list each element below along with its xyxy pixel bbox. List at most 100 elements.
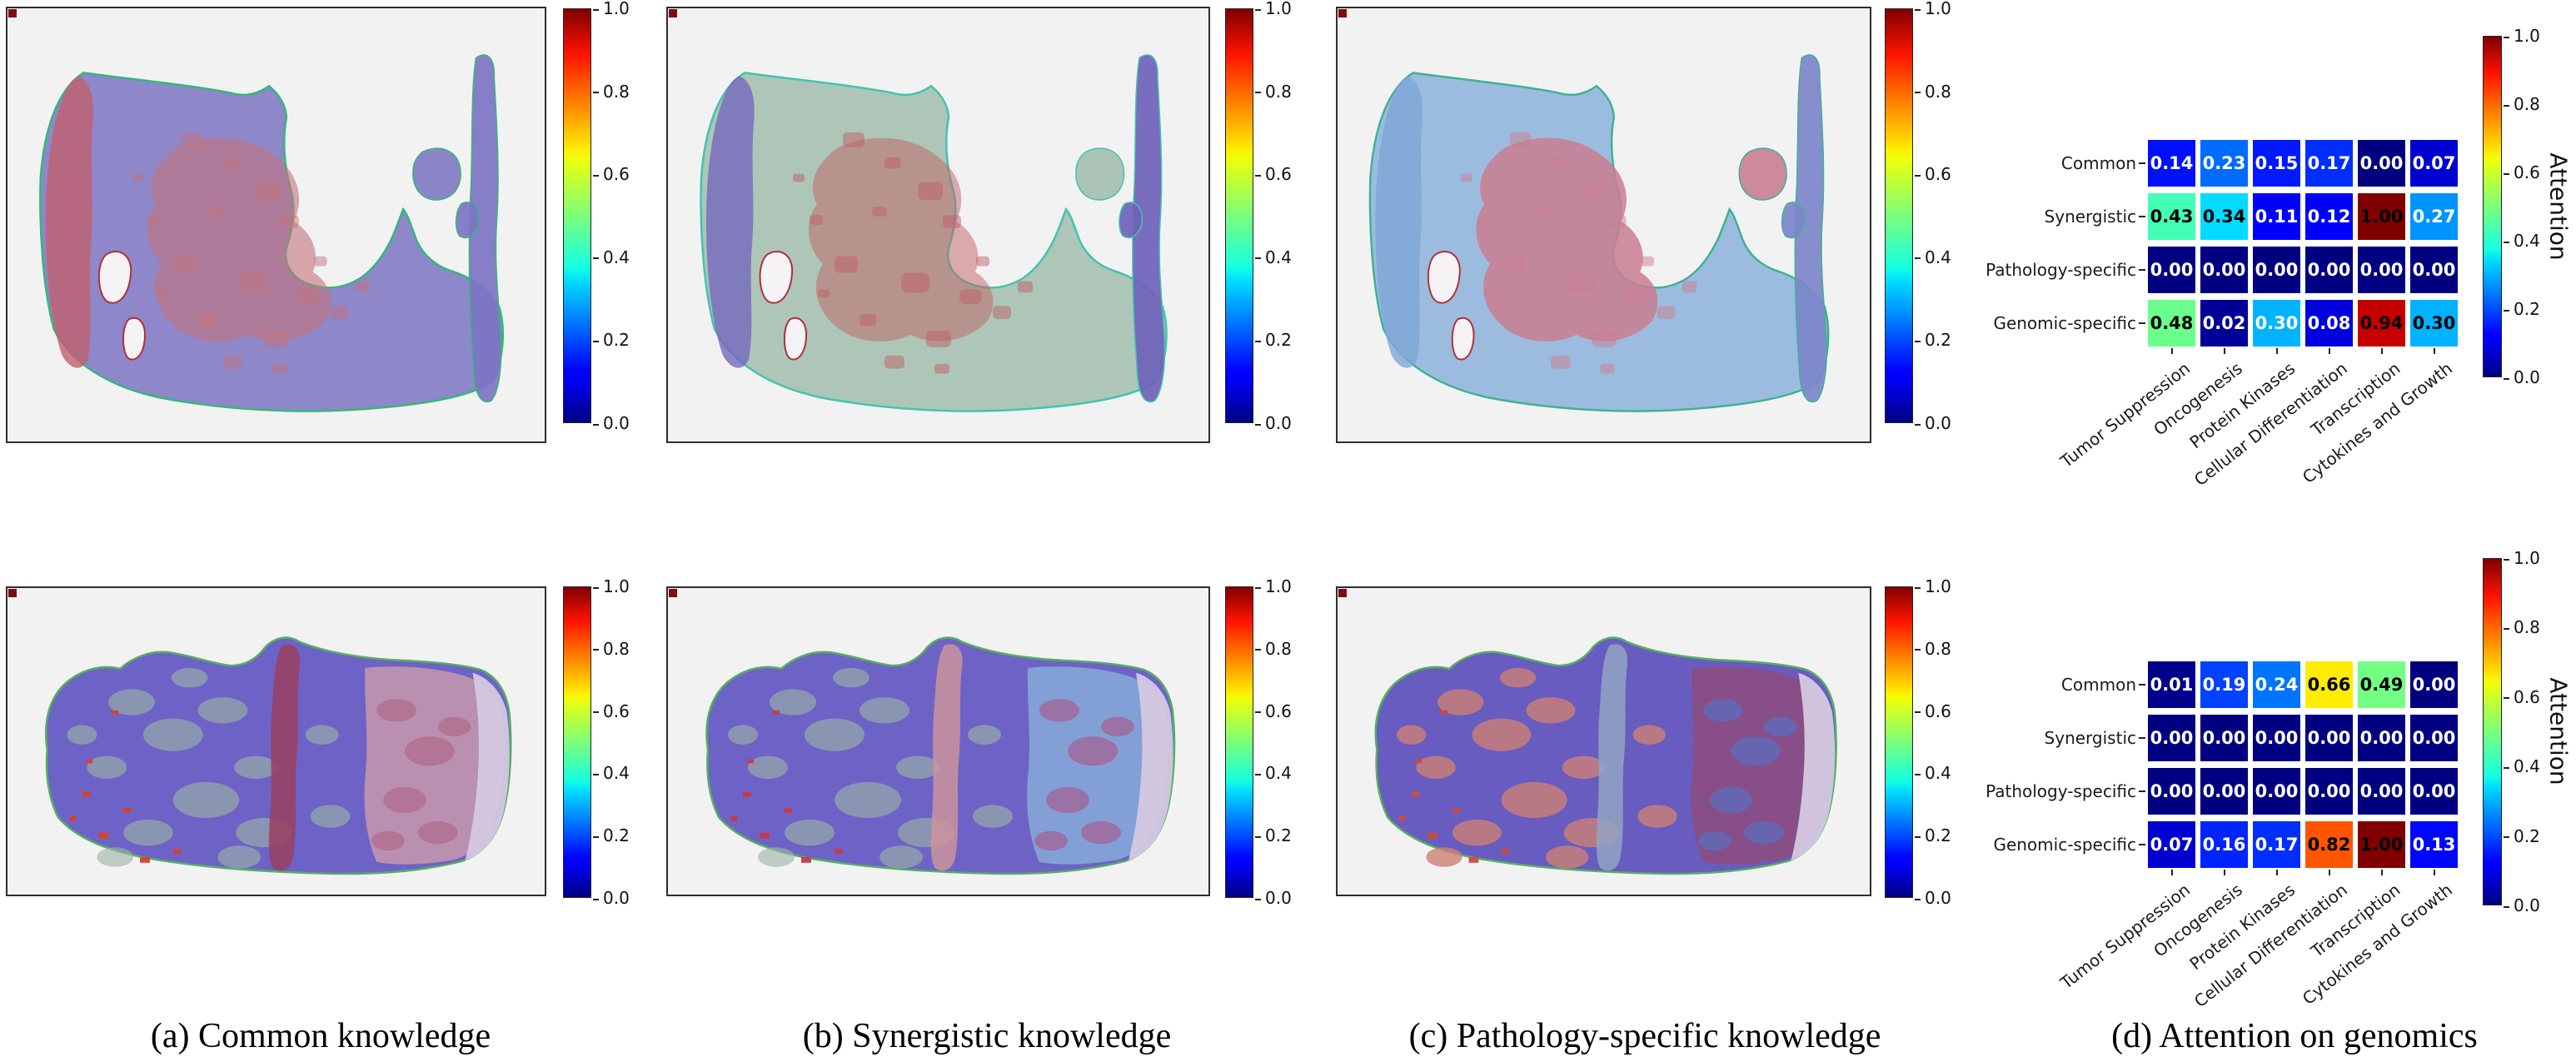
heatmap-cell: 0.49 (2358, 661, 2405, 708)
heatmap-col-tick (2328, 870, 2330, 875)
attention-heatmap-top: 0.14 0.23 0.15 0.17 0.00 0.07 0.43 0.34 0.11 0.12… (1986, 140, 2458, 490)
heatmap-cell: 0.00 (2253, 247, 2300, 293)
colorbar-tick-label: 0.4 (2504, 231, 2540, 251)
tissue-artifact-dot (8, 9, 17, 17)
heatmap-grid: 0.14 0.23 0.15 0.17 0.00 0.07 0.43 0.34 0.11 0.12… (2148, 140, 2458, 347)
heatmap-cell: 0.30 (2253, 300, 2300, 347)
caption-b: (b) Synergistic knowledge (802, 1017, 1172, 1055)
heatmap-cell: 0.17 (2305, 140, 2353, 187)
colorbar-gradient (1885, 8, 1913, 423)
heatmap-cell: 0.00 (2200, 247, 2248, 293)
heatmap-cell: 0.12 (2305, 193, 2353, 240)
heatmap-cell: 0.23 (2200, 140, 2248, 187)
colorbar-tick-label: 1.0 (1255, 0, 1292, 18)
colorbar-tick-label: 0.2 (1255, 825, 1292, 845)
heatmap-col-tick (2275, 348, 2278, 354)
colorbar-tick-label: 0.8 (1915, 82, 1951, 102)
heatmap-col-tick (2328, 348, 2330, 354)
colorbar-tick-label: 0.8 (1255, 82, 1292, 102)
heatmap-cell: 0.14 (2148, 140, 2195, 187)
heatmap-cell: 0.11 (2253, 193, 2300, 240)
colorbar-gradient (2483, 558, 2502, 905)
wsi-panel-pathology-bottom (1336, 586, 1871, 896)
heatmap-cell: 0.00 (2200, 768, 2248, 815)
wsi-tissue-image (39, 54, 505, 412)
colorbar-tick-label: 0.6 (593, 701, 630, 721)
heatmap-cell: 0.15 (2253, 140, 2300, 187)
heatmap-cell: 0.00 (2358, 715, 2405, 761)
heatmap-cell: 0.13 (2410, 821, 2458, 868)
heatmap-cell: 0.30 (2410, 300, 2458, 347)
caption-c: (c) Pathology-specific knowledge (1408, 1017, 1881, 1055)
heatmap-row-label: Common (2060, 153, 2136, 173)
heatmap-cell: 0.27 (2410, 193, 2458, 240)
heatmap-cell: 0.08 (2305, 300, 2353, 347)
heatmap-cell: 0.17 (2253, 821, 2300, 868)
attention-axis-label-top: Attention (2544, 152, 2573, 261)
wsi-panel-common-top (6, 7, 546, 443)
heatmap-cell: 0.00 (2148, 768, 2195, 815)
heatmap-row-label: Pathology-specific (1986, 781, 2136, 801)
heatmap-row-tick (2139, 684, 2145, 686)
caption-a: (a) Common knowledge (150, 1017, 491, 1055)
wsi-tissue-image (705, 636, 1176, 875)
heatmap-cell: 0.00 (2410, 715, 2458, 761)
colorbar-synergistic-bottom: 1.0 0.8 0.6 0.4 0.2 0.0 (1225, 576, 1325, 908)
colorbar-gradient (563, 8, 591, 423)
colorbar-tick-label: 0.2 (2504, 299, 2540, 319)
heatmap-cell: 0.43 (2148, 193, 2195, 240)
heatmap-row-tick (2139, 216, 2145, 217)
tissue-artifact-dot (1338, 589, 1347, 597)
heatmap-row-label: Genomic-specific (1993, 313, 2136, 333)
colorbar-tick-label: 0.8 (593, 82, 630, 102)
wsi-panel-common-bottom (6, 586, 546, 896)
wsi-tissue-image (1374, 636, 1837, 875)
wsi-tissue-image (700, 54, 1168, 412)
heatmap-cell: 0.00 (2358, 247, 2405, 293)
heatmap-cell: 0.94 (2358, 300, 2405, 347)
colorbar-tick-label: 0.8 (593, 639, 630, 659)
heatmap-row-label: Synergistic (2044, 728, 2136, 748)
colorbar-tick-label: 1.0 (1915, 576, 1951, 596)
tissue-artifact-dot (1338, 9, 1347, 17)
heatmap-cell: 0.48 (2148, 300, 2195, 347)
wsi-tissue-image (44, 636, 512, 875)
heatmap-col-tick (2223, 348, 2225, 354)
heatmap-col-tick (2223, 870, 2225, 875)
colorbar-tick-label: 0.4 (1915, 247, 1951, 267)
heatmap-cell: 0.66 (2305, 661, 2353, 708)
heatmap-row-tick (2139, 322, 2145, 324)
colorbar-tick-label: 0.4 (1915, 763, 1951, 783)
colorbar-tick-label: 0.0 (2504, 895, 2540, 915)
heatmap-cell: 0.02 (2200, 300, 2248, 347)
heatmap-cell: 0.16 (2200, 821, 2248, 868)
heatmap-col-tick (2170, 870, 2173, 875)
heatmap-col-tick (2380, 870, 2383, 875)
heatmap-row-tick (2139, 162, 2145, 164)
colorbar-tick-label: 0.0 (593, 413, 630, 433)
heatmap-cell: 0.00 (2410, 768, 2458, 815)
heatmap-cell: 0.01 (2148, 661, 2195, 708)
heatmap-cell: 0.24 (2253, 661, 2300, 708)
heatmap-row-tick (2139, 790, 2145, 792)
colorbar-tick-label: 1.0 (1255, 576, 1292, 596)
heatmap-cell: 0.00 (2358, 768, 2405, 815)
colorbar-tick-label: 0.6 (593, 164, 630, 184)
colorbar-gradient (1225, 586, 1253, 898)
heatmap-row-label: Genomic-specific (1993, 835, 2136, 855)
colorbar-tick-label: 0.8 (1915, 639, 1951, 659)
heatmap-col-tick (2433, 870, 2435, 875)
heatmap-col-tick (2275, 870, 2278, 875)
colorbar-tick-label: 0.6 (1255, 701, 1292, 721)
colorbar-tick-label: 1.0 (2504, 26, 2540, 46)
colorbar-gradient (1885, 586, 1913, 898)
attention-heatmap-bottom: 0.01 0.19 0.24 0.66 0.49 0.00 0.00 0.00 0.00 0.00… (1986, 661, 2458, 1011)
colorbar-tick-label: 0.6 (1915, 164, 1951, 184)
heatmap-row-tick (2139, 844, 2145, 845)
colorbar-tick-label: 0.4 (1255, 763, 1292, 783)
colorbar-tick-label: 0.8 (1255, 639, 1292, 659)
colorbar-tick-label: 0.4 (2504, 756, 2540, 776)
heatmap-cell: 0.07 (2410, 140, 2458, 187)
colorbar-gradient (1225, 8, 1253, 423)
